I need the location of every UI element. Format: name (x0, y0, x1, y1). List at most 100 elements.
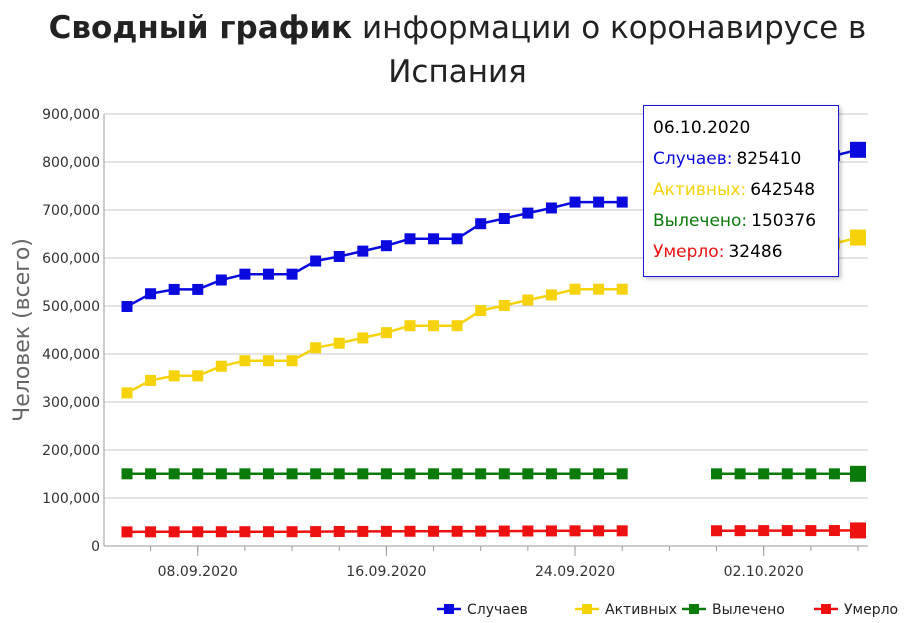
data-point (262, 268, 274, 280)
y-tick-label: 100,000 (42, 491, 100, 507)
x-tick-label: 24.09.2020 (535, 564, 615, 580)
data-point (498, 525, 510, 537)
data-point (758, 468, 770, 480)
data-point (451, 233, 463, 245)
data-point (192, 526, 204, 538)
grid-lines (104, 113, 868, 547)
data-point (145, 374, 157, 386)
data-point (828, 468, 840, 480)
tooltip-row-active: Активных: 642548 (653, 180, 838, 211)
series-group (121, 465, 866, 482)
data-point (239, 526, 251, 538)
y-tick-label: 900,000 (42, 107, 100, 123)
data-point (239, 355, 251, 367)
data-point (286, 268, 298, 280)
data-point (498, 468, 510, 480)
data-point (711, 468, 723, 480)
data-point (522, 468, 534, 480)
data-point (380, 240, 392, 252)
data-point (522, 207, 534, 219)
chart-title-line2: Испания (388, 54, 527, 90)
data-point (522, 525, 534, 537)
data-point (310, 468, 322, 480)
chart-title-line1: Сводный график информации о коронавирусе… (0, 6, 915, 50)
data-point (404, 233, 416, 245)
data-point (121, 300, 133, 312)
data-point (262, 355, 274, 367)
tooltip-row-cases: Случаев: 825410 (653, 149, 838, 180)
data-point (711, 525, 723, 537)
data-point (168, 468, 180, 480)
legend: Случаев Активных Вылечено Умерло (437, 602, 898, 618)
legend-label: Активных (605, 602, 677, 618)
data-point (192, 468, 204, 480)
legend-label: Умерло (844, 602, 898, 618)
data-point (428, 468, 440, 480)
data-point (734, 525, 746, 537)
data-point (168, 370, 180, 382)
data-point (286, 355, 298, 367)
legend-swatch-marker (821, 604, 831, 614)
y-tick-label: 800,000 (42, 155, 100, 171)
data-point (333, 468, 345, 480)
data-point (569, 196, 581, 208)
series-group (121, 522, 866, 539)
tooltip-label-cases: Случаев: (653, 149, 733, 169)
data-point (781, 468, 793, 480)
data-point (121, 526, 133, 538)
tooltip-row-recovered: Вылечено: 150376 (653, 211, 838, 242)
tooltip-row-deaths: Умерло: 32486 (653, 242, 838, 273)
data-point (569, 283, 581, 295)
y-tick-label: 0 (91, 539, 100, 555)
data-point (593, 468, 605, 480)
legend-swatch-marker (444, 604, 454, 614)
data-point (451, 525, 463, 537)
y-axis-title: Человек (всего) (10, 238, 35, 422)
y-tick-label: 500,000 (42, 299, 100, 315)
data-point (333, 525, 345, 537)
data-point (616, 196, 628, 208)
data-point (215, 360, 227, 372)
data-point (428, 320, 440, 332)
data-point (357, 332, 369, 344)
x-tick-label: 16.09.2020 (346, 564, 426, 580)
data-point (121, 468, 133, 480)
data-point (357, 245, 369, 257)
data-point (215, 274, 227, 286)
data-point (545, 289, 557, 301)
data-point (380, 327, 392, 339)
data-point (451, 468, 463, 480)
data-point (451, 320, 463, 332)
data-point (475, 468, 487, 480)
data-point (404, 468, 416, 480)
data-point (781, 525, 793, 537)
tooltip-label-recovered: Вылечено: (653, 211, 748, 231)
data-point (357, 468, 369, 480)
data-point (850, 229, 866, 246)
data-point (498, 213, 510, 225)
data-point (545, 525, 557, 537)
data-point (380, 525, 392, 537)
data-point (286, 468, 298, 480)
legend-label: Случаев (467, 602, 528, 618)
data-point (475, 218, 487, 230)
data-point (310, 255, 322, 267)
data-point (145, 526, 157, 538)
data-point (404, 525, 416, 537)
tooltip-value-recovered: 150376 (751, 211, 817, 231)
legend-label: Вылечено (712, 602, 785, 618)
y-tick-label: 200,000 (42, 443, 100, 459)
data-point (145, 288, 157, 300)
y-tick-label: 700,000 (42, 203, 100, 219)
tooltip-date: 06.10.2020 (653, 118, 751, 138)
tooltip-label-deaths: Умерло: (653, 242, 725, 262)
data-point (262, 468, 274, 480)
x-tick-label: 02.10.2020 (724, 564, 804, 580)
data-point (121, 387, 133, 399)
tooltip-value-deaths: 32486 (728, 242, 783, 262)
y-tick-label: 600,000 (42, 251, 100, 267)
tooltip-label-active: Активных: (653, 180, 747, 200)
data-point (145, 468, 157, 480)
data-point (380, 468, 392, 480)
data-point (404, 320, 416, 332)
